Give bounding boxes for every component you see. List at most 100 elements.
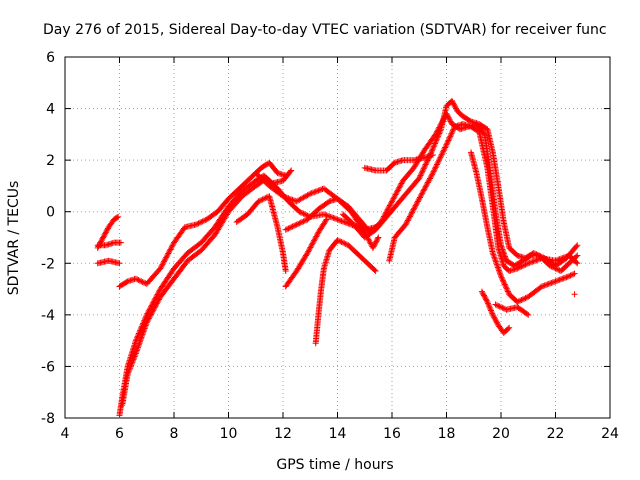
- data-point: [167, 246, 174, 253]
- data-point: [155, 297, 162, 304]
- data-point: [444, 112, 451, 119]
- data-point: [423, 182, 430, 189]
- data-point: [453, 105, 460, 112]
- y-tick-label: 6: [46, 50, 55, 66]
- data-point: [498, 304, 504, 311]
- data-point: [547, 262, 554, 269]
- data-point: [100, 233, 107, 240]
- data-point: [438, 151, 445, 158]
- data-point: [255, 198, 262, 205]
- data-point: [258, 197, 265, 204]
- data-point: [492, 257, 499, 264]
- data-point: [392, 191, 399, 198]
- data-point: [296, 208, 303, 215]
- data-point: [493, 318, 500, 325]
- data-point: [556, 276, 563, 283]
- data-point: [312, 234, 319, 241]
- data-point: [314, 188, 321, 195]
- data-point: [325, 199, 332, 206]
- data-point: [305, 248, 312, 255]
- data-point: [515, 264, 522, 271]
- data-point: [411, 203, 418, 210]
- data-point: [194, 220, 201, 227]
- data-point: [499, 275, 506, 282]
- data-point: [330, 214, 337, 221]
- data-point: [498, 274, 505, 281]
- data-point: [442, 143, 449, 150]
- data-points: [94, 97, 581, 419]
- data-point: [329, 214, 336, 221]
- data-point: [138, 335, 145, 342]
- x-tick-label: 22: [547, 426, 565, 442]
- data-point: [574, 242, 581, 249]
- data-point: [130, 356, 137, 363]
- data-point: [157, 265, 164, 272]
- data-point: [424, 179, 431, 186]
- data-point: [571, 270, 578, 277]
- data-point: [301, 217, 308, 224]
- data-point: [526, 253, 533, 260]
- data-point: [138, 334, 145, 341]
- data-point: [521, 262, 528, 269]
- data-point: [140, 328, 147, 335]
- data-point: [150, 307, 157, 314]
- data-point: [278, 192, 285, 199]
- data-point: [145, 316, 152, 323]
- data-point: [529, 258, 536, 265]
- data-point: [410, 206, 417, 213]
- data-point: [450, 100, 457, 107]
- data-point: [136, 340, 143, 347]
- data-point: [322, 217, 329, 224]
- data-point: [490, 251, 497, 258]
- data-point: [490, 313, 497, 320]
- data-point: [441, 145, 448, 152]
- data-point: [409, 208, 416, 215]
- series-arc-19: [571, 291, 578, 298]
- data-point: [406, 214, 413, 221]
- data-point: [124, 371, 131, 378]
- data-point: [154, 299, 161, 306]
- data-point: [299, 210, 306, 217]
- data-point: [132, 352, 139, 359]
- data-point: [502, 282, 509, 289]
- data-point: [494, 264, 501, 271]
- data-point: [306, 245, 313, 252]
- data-point: [421, 164, 428, 171]
- data-point: [371, 240, 378, 247]
- data-point: [448, 97, 455, 104]
- x-tick-label: 10: [220, 426, 238, 442]
- data-point: [532, 257, 539, 264]
- data-point: [137, 338, 144, 345]
- data-point: [337, 238, 344, 245]
- data-point: [304, 249, 311, 256]
- data-point: [418, 191, 425, 198]
- data-point: [435, 158, 442, 165]
- data-point: [430, 168, 437, 175]
- data-point: [437, 121, 444, 128]
- y-tick-label: -6: [41, 359, 55, 375]
- data-point: [429, 151, 436, 158]
- data-point: [500, 305, 507, 312]
- data-point: [158, 264, 165, 271]
- data-point: [417, 193, 424, 200]
- x-tick-label: 24: [601, 426, 619, 442]
- data-point: [135, 341, 142, 348]
- data-point: [289, 196, 296, 203]
- data-point: [421, 184, 428, 191]
- data-point: [413, 201, 420, 208]
- data-point: [307, 244, 314, 251]
- data-point: [434, 160, 441, 167]
- data-point: [548, 263, 555, 270]
- data-point: [480, 292, 487, 299]
- data-point: [331, 215, 338, 222]
- data-point: [386, 203, 393, 210]
- data-point: [142, 322, 149, 329]
- data-point: [486, 304, 493, 311]
- data-point: [147, 312, 154, 319]
- data-point: [288, 167, 295, 174]
- data-point: [406, 213, 413, 220]
- data-point: [136, 277, 143, 284]
- data-point: [378, 217, 385, 224]
- data-point: [389, 198, 395, 205]
- data-point: [496, 303, 503, 310]
